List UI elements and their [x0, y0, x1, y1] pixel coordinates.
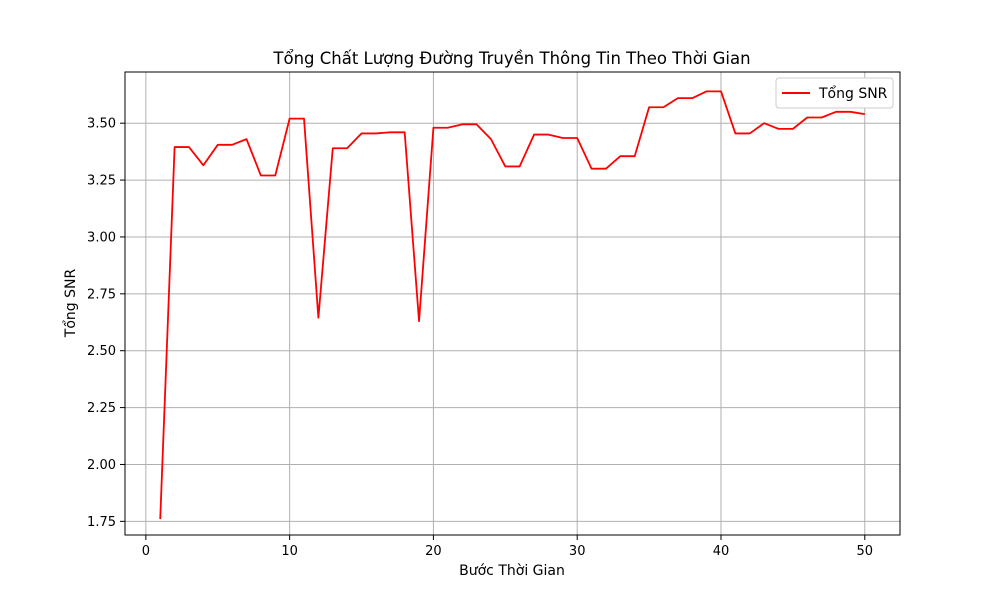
- y-tick-label: 2.75: [87, 287, 116, 302]
- x-tick-label: 40: [713, 544, 730, 559]
- series-line-tong-snr: [159, 90, 865, 520]
- y-tick-label: 3.25: [87, 174, 116, 189]
- x-axis-ticks: 0 10 20 30 40 50: [142, 535, 873, 559]
- x-tick-label: 0: [142, 544, 150, 559]
- y-tick-label: 3.00: [87, 230, 116, 245]
- legend-box: [775, 77, 894, 109]
- x-tick-label: 20: [425, 544, 442, 559]
- x-tick-label: 10: [281, 544, 298, 559]
- y-tick-label: 1.75: [87, 515, 116, 530]
- plot-frame: [124, 71, 901, 536]
- chart-title: Tổng Chất Lượng Đường Truyền Thông Tin T…: [272, 49, 750, 68]
- series-layer: [159, 90, 865, 520]
- y-axis-label: Tổng SNR: [62, 269, 79, 339]
- y-tick-label: 3.50: [87, 117, 116, 132]
- y-tick-label: 2.00: [87, 458, 116, 473]
- legend: Tổng SNR: [775, 77, 894, 109]
- y-axis-ticks: 1.75 2.00 2.25 2.50 2.75 3.00 3.25 3.50: [87, 117, 125, 530]
- grid-lines: [125, 72, 900, 535]
- y-tick-label: 2.50: [87, 344, 116, 359]
- x-tick-label: 50: [856, 544, 873, 559]
- x-tick-label: 30: [569, 544, 586, 559]
- x-axis-label: Bước Thời Gian: [459, 563, 565, 579]
- y-tick-label: 2.25: [87, 401, 116, 416]
- legend-label: Tổng SNR: [818, 85, 888, 102]
